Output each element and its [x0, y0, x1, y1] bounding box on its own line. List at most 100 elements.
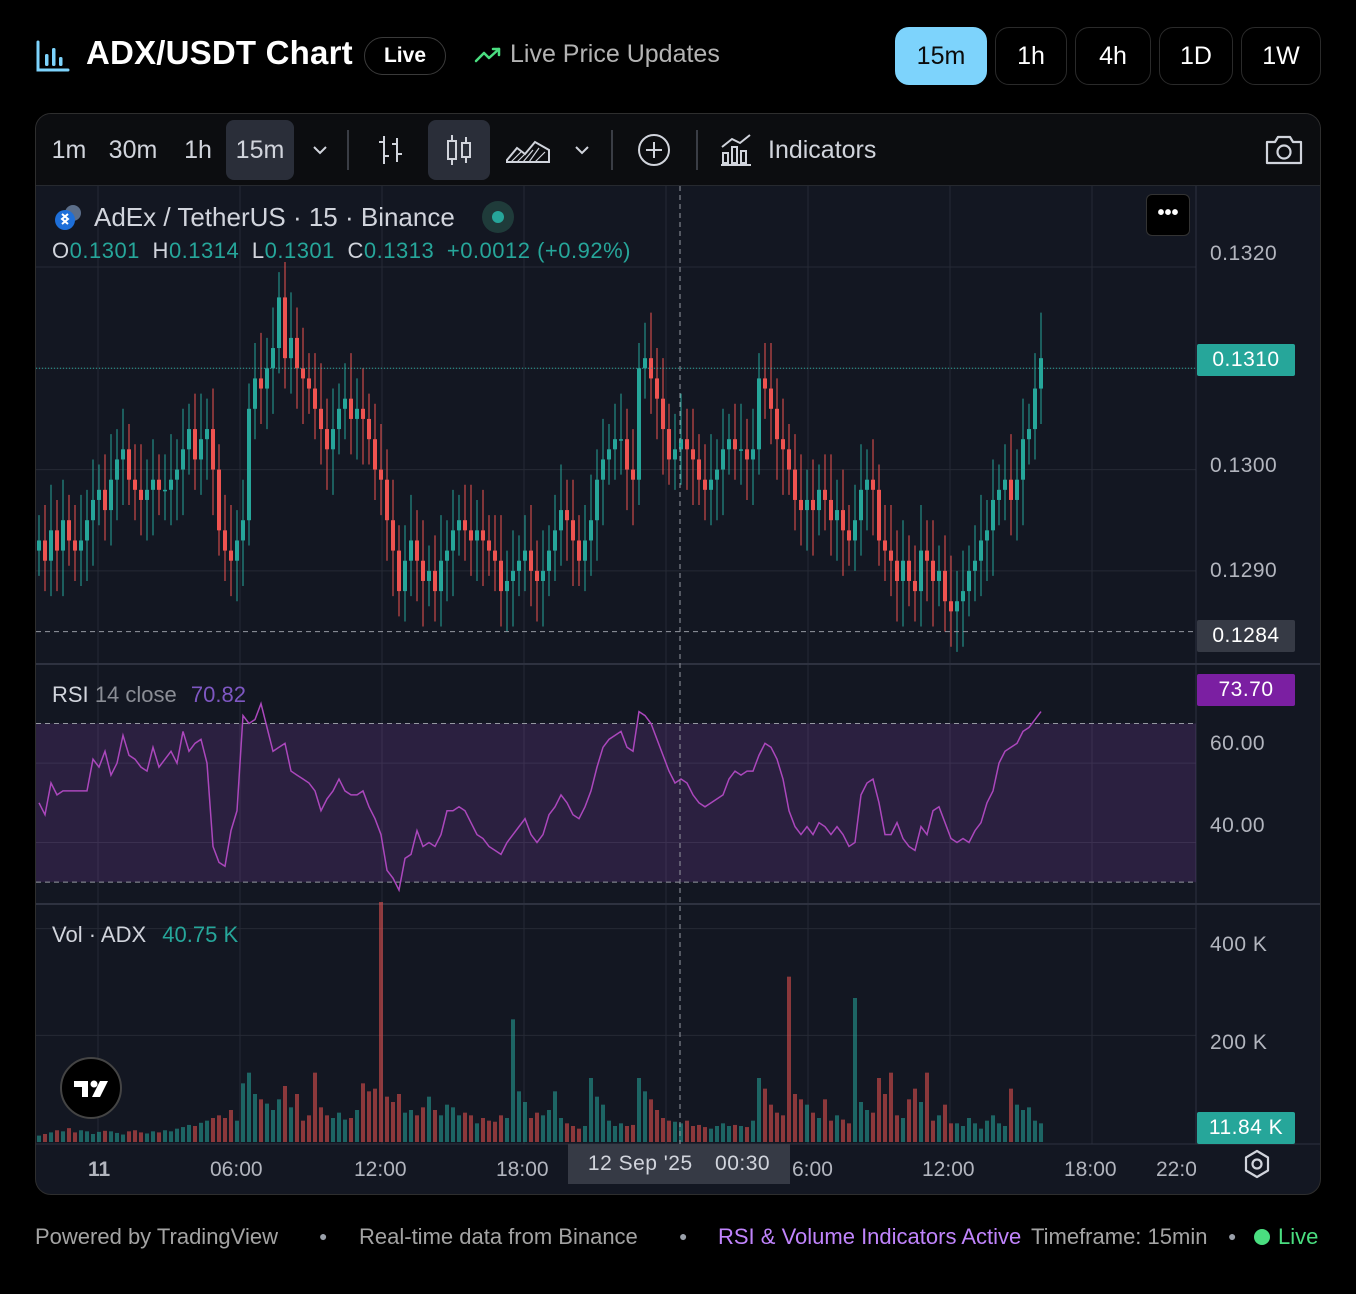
- volume-bar: [601, 1104, 605, 1142]
- volume-bar: [229, 1110, 233, 1142]
- interval-30m-button[interactable]: 30m: [108, 135, 158, 164]
- candlestick-style-icon[interactable]: [428, 120, 490, 180]
- volume-bar: [487, 1120, 491, 1142]
- candle-body: [295, 337, 299, 369]
- volume-bar: [739, 1126, 743, 1142]
- volume-bar: [583, 1126, 587, 1142]
- camera-snapshot-icon[interactable]: [1260, 120, 1308, 180]
- timeframe-4h-button[interactable]: 4h: [1075, 27, 1151, 85]
- volume-bar: [133, 1130, 137, 1142]
- price-chart-svg[interactable]: [36, 186, 1321, 1195]
- candle-body: [739, 449, 743, 451]
- bar-style-icon[interactable]: [362, 120, 420, 180]
- volume-bar: [889, 1072, 893, 1142]
- candle-body: [577, 540, 581, 561]
- candle-body: [493, 550, 497, 561]
- candle-body: [643, 358, 647, 369]
- interval-1h-button[interactable]: 1h: [184, 135, 212, 164]
- candle-body: [181, 449, 185, 470]
- interval-15m-button[interactable]: 15m: [226, 120, 294, 180]
- volume-bar: [391, 1102, 395, 1142]
- candle-body: [121, 449, 125, 460]
- volume-value-tag: 11.84 K: [1197, 1112, 1295, 1144]
- candle-body: [703, 479, 707, 490]
- indicators-button[interactable]: Indicators: [718, 120, 890, 180]
- volume-bar: [895, 1115, 899, 1142]
- candle-body: [835, 510, 839, 521]
- interval-1m-button[interactable]: 1m: [51, 135, 87, 164]
- candle-body: [589, 520, 593, 541]
- volume-bar: [451, 1107, 455, 1142]
- indicators-label: Indicators: [768, 135, 877, 164]
- candle-body: [175, 469, 179, 480]
- volume-bar: [37, 1135, 41, 1142]
- candle-body: [67, 520, 71, 541]
- candle-body: [571, 520, 575, 541]
- volume-bar: [379, 902, 383, 1142]
- chart-area[interactable]: AdEx / TetherUS · 15 · Binance O0.1301 H…: [36, 186, 1321, 1195]
- time-tick: 06:00: [210, 1158, 263, 1181]
- settings-gear-icon[interactable]: [1242, 1149, 1272, 1179]
- candle-body: [49, 530, 53, 561]
- more-options-button[interactable]: •••: [1146, 194, 1190, 236]
- time-tick: 12:00: [354, 1158, 407, 1181]
- candle-body: [1003, 479, 1007, 490]
- candle-body: [871, 479, 875, 490]
- candle-body: [433, 570, 437, 592]
- candle-body: [277, 297, 281, 349]
- candle-body: [673, 449, 677, 460]
- candle-body: [943, 570, 947, 602]
- volume-bar: [445, 1104, 449, 1142]
- candle-body: [253, 378, 257, 409]
- timeframe-1w-button[interactable]: 1W: [1241, 27, 1321, 85]
- candle-body: [979, 540, 983, 561]
- volume-bar: [499, 1115, 503, 1142]
- volume-bar: [559, 1118, 563, 1142]
- timeframe-1d-button[interactable]: 1D: [1159, 27, 1233, 85]
- price-tick: 0.1320: [1210, 242, 1278, 265]
- time-tick: 22:0: [1156, 1158, 1196, 1181]
- volume-bar: [235, 1120, 239, 1142]
- volume-bar: [187, 1124, 191, 1142]
- add-compare-plus-icon[interactable]: [628, 120, 680, 180]
- volume-bar: [817, 1118, 821, 1142]
- volume-bar: [313, 1072, 317, 1142]
- volume-bar: [277, 1099, 281, 1142]
- market-open-status-icon: [481, 201, 514, 233]
- candle-body: [61, 520, 65, 551]
- volume-bar: [841, 1119, 845, 1142]
- volume-bar: [349, 1118, 353, 1142]
- candle-body: [859, 489, 863, 521]
- adex-logo-icon: [55, 205, 81, 230]
- candle-body: [301, 368, 305, 379]
- candle-body: [481, 530, 485, 541]
- timeframe-1h-button[interactable]: 1h: [995, 27, 1067, 85]
- style-dropdown-chevron-icon[interactable]: [564, 120, 600, 180]
- volume-bar: [193, 1126, 197, 1142]
- live-status-text: Live: [1278, 1224, 1319, 1249]
- candle-body: [133, 479, 137, 490]
- candle-body: [523, 550, 527, 561]
- tradingview-logo[interactable]: [60, 1057, 122, 1119]
- candle-body: [319, 408, 323, 430]
- volume-bar: [73, 1132, 77, 1142]
- candle-body: [901, 560, 905, 581]
- volume-bar: [979, 1128, 983, 1142]
- open-label: O: [52, 238, 70, 263]
- volume-bar: [67, 1128, 71, 1142]
- timeframe-15m-button[interactable]: 15m: [895, 27, 987, 85]
- price-tick: 0.1290: [1210, 559, 1278, 582]
- interval-dropdown-chevron-icon[interactable]: [302, 120, 338, 180]
- area-style-icon[interactable]: [500, 120, 556, 180]
- candle-body: [43, 540, 47, 561]
- volume-bar: [139, 1132, 143, 1142]
- last-price-tag: 0.1310: [1197, 344, 1295, 376]
- candle-body: [367, 418, 371, 440]
- volume-bar: [751, 1120, 755, 1142]
- candle-body: [697, 459, 701, 480]
- candle-body: [271, 348, 275, 369]
- volume-bar: [997, 1123, 1001, 1142]
- volume-label: Vol · ADX: [52, 922, 147, 947]
- volume-bar: [865, 1110, 869, 1142]
- volume-bar: [955, 1123, 959, 1142]
